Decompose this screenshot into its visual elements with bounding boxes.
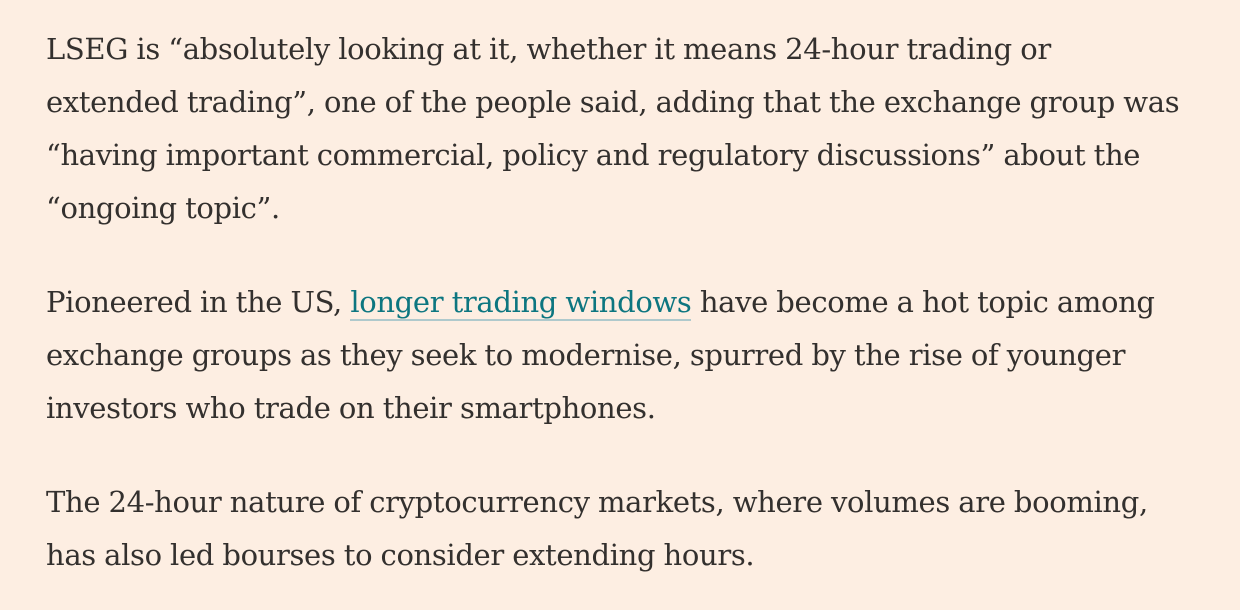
- paragraph-longer-trading-windows: Pioneered in the US, longer trading wind…: [46, 276, 1180, 435]
- paragraph-cryptocurrency-markets: The 24-hour nature of cryptocurrency mar…: [46, 485, 1148, 572]
- longer-trading-windows-link[interactable]: longer trading windows: [350, 285, 692, 321]
- paragraph-text-after-link: have become a hot topic among exchange g…: [46, 285, 1155, 425]
- paragraph-lseg-quote: LSEG is “absolutely looking at it, wheth…: [46, 32, 1180, 225]
- article-body: LSEG is “absolutely looking at it, wheth…: [46, 32, 1180, 572]
- paragraph-text-before-link: Pioneered in the US,: [46, 285, 351, 319]
